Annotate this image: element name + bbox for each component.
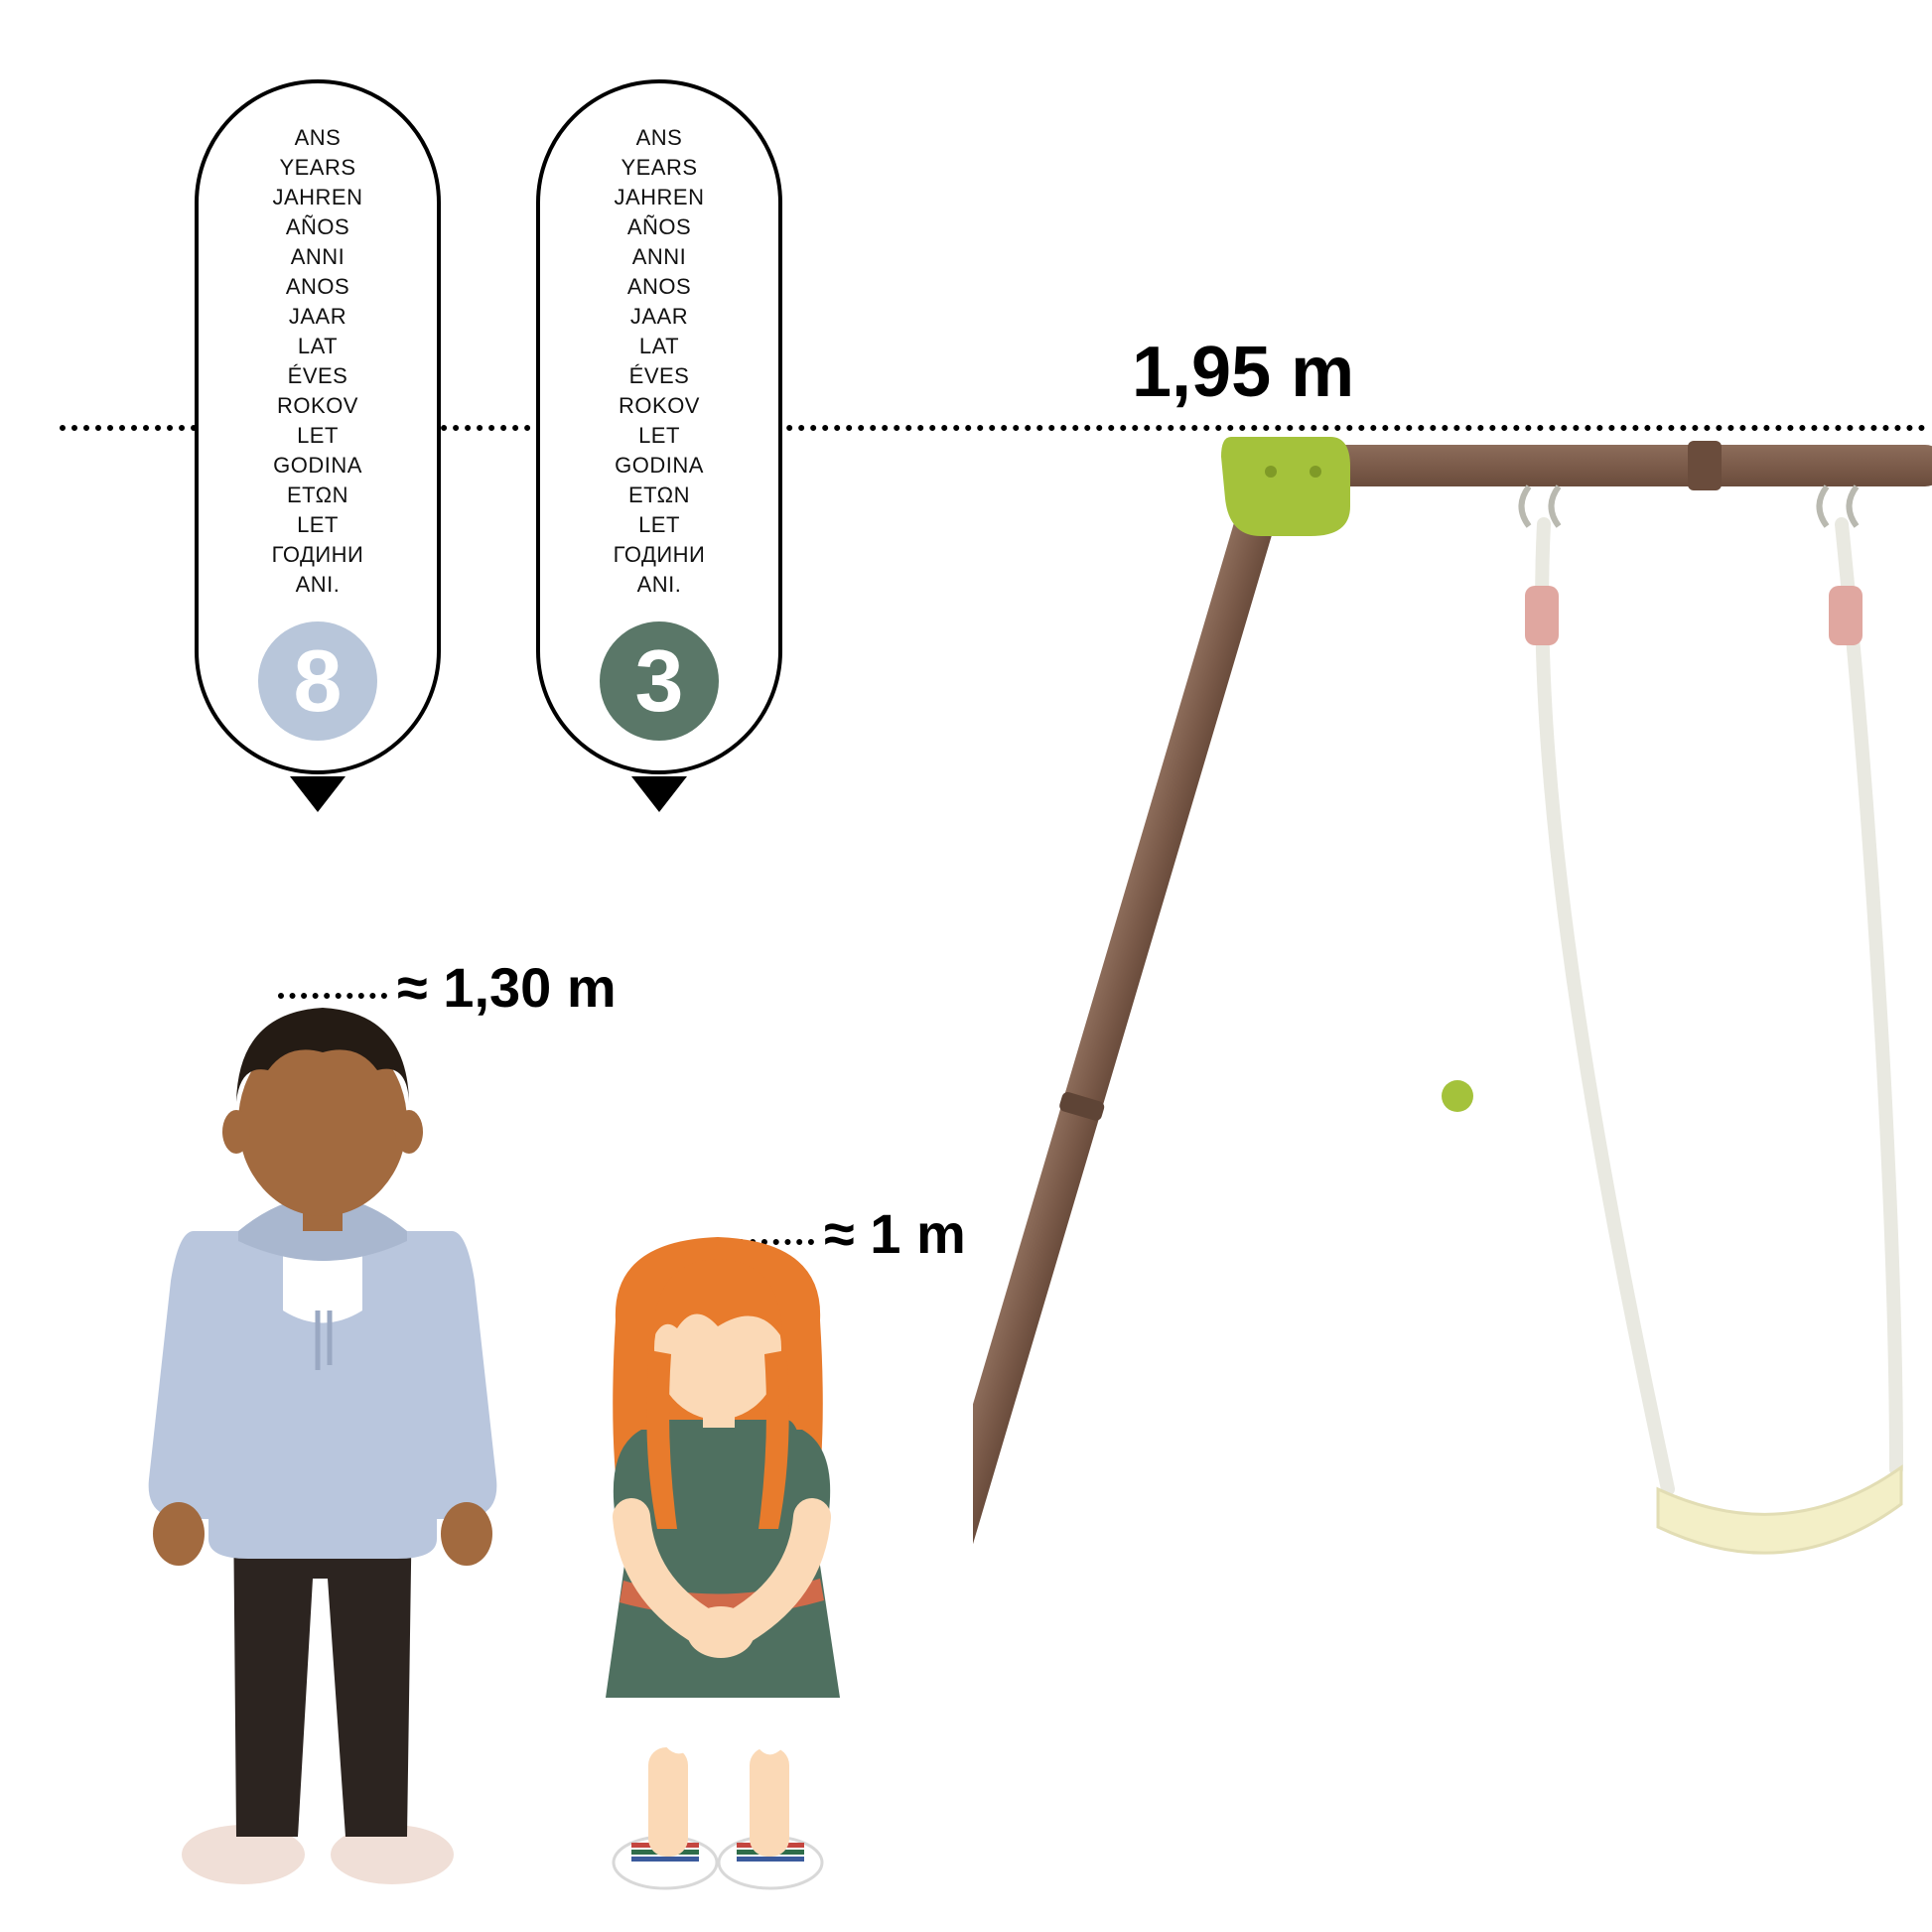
age-badge-3: ANSYEARSJAHRENAÑOSANNIANOSJAARLATÉVESROK… bbox=[536, 79, 782, 774]
age-number-circle-3: 3 bbox=[600, 621, 719, 741]
pill-arrow-icon bbox=[631, 776, 687, 812]
age-words-list: ANSYEARSJAHRENAÑOSANNIANOSJAARLATÉVESROK… bbox=[540, 123, 778, 600]
swing-set-icon bbox=[973, 417, 1932, 1807]
pill-arrow-icon bbox=[290, 776, 345, 812]
boy-figure-icon bbox=[109, 983, 536, 1896]
swing-height-label: 1,95 m bbox=[1132, 332, 1354, 413]
girl-figure-icon bbox=[546, 1231, 903, 1896]
age-badge-8: ANSYEARSJAHRENAÑOSANNIANOSJAARLATÉVESROK… bbox=[195, 79, 441, 774]
infographic-stage: 1,95 m ANSYEARSJAHRENAÑOSANNIANOSJAARLAT… bbox=[0, 0, 1932, 1932]
age-number-3: 3 bbox=[635, 630, 684, 732]
age-words-list: ANSYEARSJAHRENAÑOSANNIANOSJAARLATÉVESROK… bbox=[199, 123, 437, 600]
age-number-8: 8 bbox=[294, 630, 343, 732]
age-number-circle-8: 8 bbox=[258, 621, 377, 741]
